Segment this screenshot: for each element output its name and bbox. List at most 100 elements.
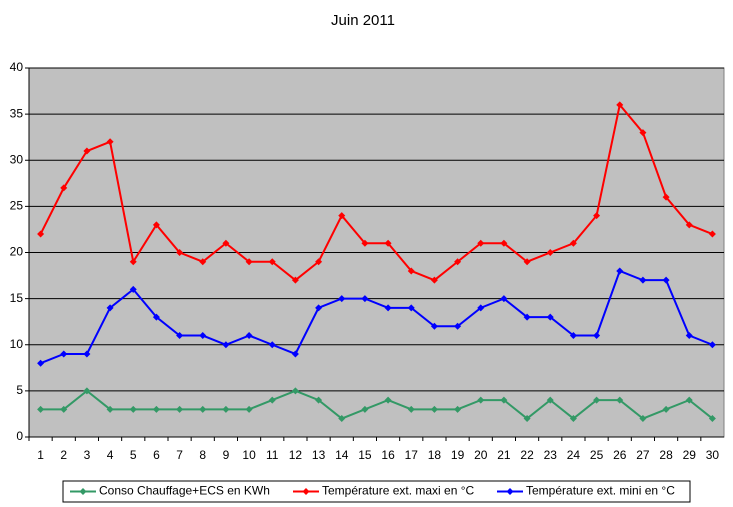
data-point: [708, 415, 716, 423]
data-point: [593, 332, 601, 340]
x-tick-label: 30: [706, 448, 720, 462]
y-tick-label: 0: [16, 429, 23, 443]
data-point: [546, 313, 554, 321]
x-tick-label: 22: [520, 448, 534, 462]
x-tick-label: 18: [428, 448, 442, 462]
data-point: [454, 405, 462, 413]
data-point: [500, 396, 508, 404]
data-point: [384, 396, 392, 404]
y-tick-label: 35: [10, 106, 24, 120]
x-tick-label: 28: [659, 448, 673, 462]
x-tick-label: 21: [497, 448, 511, 462]
data-point: [361, 239, 369, 247]
data-point: [384, 239, 392, 247]
data-point: [268, 341, 276, 349]
data-point: [593, 396, 601, 404]
x-tick-label: 6: [153, 448, 160, 462]
data-point: [500, 239, 508, 247]
data-point: [477, 304, 485, 312]
x-tick-label: 20: [474, 448, 488, 462]
x-tick-label: 19: [451, 448, 465, 462]
legend-label: Température ext. mini en °C: [526, 484, 675, 498]
x-tick-label: 17: [405, 448, 419, 462]
x-tick-label: 16: [381, 448, 395, 462]
series-line: [39, 102, 713, 282]
x-tick-label: 15: [358, 448, 372, 462]
data-point: [361, 405, 369, 413]
y-tick-label: 5: [16, 383, 23, 397]
data-point: [60, 184, 68, 192]
data-point: [569, 415, 577, 423]
data-point: [708, 230, 716, 238]
data-point: [685, 396, 693, 404]
x-tick-label: 14: [335, 448, 349, 462]
data-point: [338, 415, 346, 423]
legend-marker: [79, 488, 87, 495]
x-tick-label: 11: [266, 448, 279, 462]
legend-label: Conso Chauffage+ECS en KWh: [99, 484, 270, 498]
data-point: [106, 304, 114, 312]
data-point: [245, 258, 253, 266]
x-tick-label: 9: [223, 448, 230, 462]
data-point: [222, 341, 230, 349]
x-tick-label: 27: [636, 448, 650, 462]
data-point: [129, 285, 137, 293]
x-tick-label: 23: [544, 448, 558, 462]
x-tick-label: 3: [84, 448, 91, 462]
y-tick-label: 15: [10, 291, 24, 305]
data-point: [546, 396, 554, 404]
data-point: [106, 405, 114, 413]
data-point: [662, 276, 670, 284]
data-point: [616, 396, 624, 404]
data-point: [616, 101, 624, 109]
data-point: [639, 276, 647, 284]
y-tick-label: 25: [10, 199, 24, 213]
data-point: [384, 304, 392, 312]
data-point: [291, 350, 299, 358]
data-point: [37, 405, 45, 413]
data-point: [176, 332, 184, 340]
data-point: [315, 396, 323, 404]
series-line: [40, 269, 713, 365]
x-tick-label: 24: [567, 448, 581, 462]
data-point: [361, 295, 369, 303]
data-point: [176, 405, 184, 413]
legend-label: Température ext. maxi en °C: [322, 484, 475, 498]
data-point: [407, 267, 415, 275]
data-point: [639, 415, 647, 423]
x-tick-label: 1: [37, 448, 44, 462]
data-point: [268, 396, 276, 404]
series: [37, 387, 716, 423]
legend: Conso Chauffage+ECS en KWh Température ex…: [62, 480, 691, 503]
data-point: [199, 405, 207, 413]
data-point: [685, 221, 693, 229]
x-tick-label: 29: [683, 448, 697, 462]
data-point: [315, 304, 323, 312]
data-point: [616, 267, 624, 275]
data-point: [152, 221, 160, 229]
data-point: [569, 332, 577, 340]
x-tick-label: 8: [199, 448, 206, 462]
data-point: [662, 193, 670, 201]
series: [37, 267, 716, 367]
y-tick-label: 30: [10, 152, 24, 166]
legend-marker: [302, 488, 310, 495]
data-point: [291, 387, 299, 395]
data-point: [222, 239, 230, 247]
series-line: [40, 389, 714, 420]
y-tick-label: 40: [10, 60, 24, 74]
data-point: [523, 313, 531, 321]
data-point: [454, 258, 462, 266]
data-point: [685, 332, 693, 340]
data-point: [152, 405, 160, 413]
data-point: [199, 332, 207, 340]
data-point: [477, 239, 485, 247]
data-point: [129, 258, 137, 266]
data-point: [83, 387, 91, 395]
data-point: [129, 405, 137, 413]
data-point: [708, 341, 716, 349]
data-point: [662, 405, 670, 413]
data-point: [315, 258, 323, 266]
x-tick-label: 2: [60, 448, 67, 462]
